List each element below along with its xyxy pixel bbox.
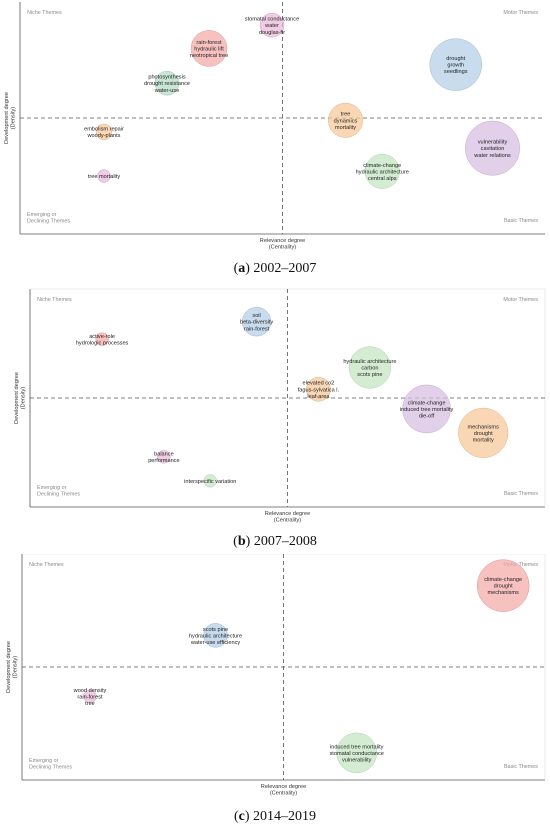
theme-bubble	[328, 102, 363, 138]
theme-bubble	[465, 120, 520, 176]
quadrant-label-top-right: Motor Themes	[503, 10, 538, 16]
panel-2014-2019: Niche Themes Motor Themes Emerging or Decli…	[0, 554, 550, 830]
theme-label: photosynthesis drought resistance water-us…	[144, 75, 190, 94]
quadrant-label-bottom-right: Basic Themes	[504, 218, 538, 224]
theme-bubble	[429, 38, 482, 91]
theme-label: rain-forest hydraulic lift neotropical tre…	[190, 40, 229, 59]
theme-label: mechanisms drought mortality	[467, 424, 499, 443]
theme-bubble	[458, 407, 509, 458]
theme-bubble	[259, 12, 285, 38]
quadrant-label-top-left: Niche Themes	[29, 562, 64, 568]
quadrant-label-top-right: Motor Themes	[503, 562, 538, 568]
theme-label: vulnerability cavitation water relations	[473, 140, 511, 159]
quadrant-label-bottom-left: Emerging or Declining Themes	[27, 212, 70, 225]
y-axis-subtitle: (Density)	[13, 656, 19, 679]
theme-label: soil beta-diversity rain-forest	[240, 313, 273, 332]
figure-caption: (b) 2007–2008	[233, 534, 317, 549]
x-axis-subtitle: (Centrality)	[270, 791, 297, 797]
quadrant-label-top-left: Niche Themes	[37, 297, 72, 303]
theme-bubble	[190, 30, 228, 67]
theme-label: elevated co2 fagus-sylvatica l. leaf-area	[298, 381, 340, 400]
quadrant-label-top-right: Motor Themes	[503, 297, 538, 303]
theme-label: embolism repair woody-plants	[84, 127, 124, 140]
theme-label: climate-change induced tree mortality die-…	[400, 400, 454, 419]
strategic-diagram-chart: Niche Themes Motor Themes Emerging or Decli…	[14, 288, 546, 549]
panel-2007-2008: Niche Themes Motor Themes Emerging or Decli…	[0, 277, 550, 554]
theme-label: drought growth seedlings	[444, 56, 468, 75]
x-axis-title: Relevance degree	[260, 238, 305, 244]
theme-label: tree dynamics mortality	[334, 112, 358, 131]
theme-bubble	[203, 474, 217, 488]
x-axis-title: Relevance degree	[261, 784, 306, 790]
theme-bubble	[364, 153, 400, 189]
theme-bubble	[476, 559, 530, 612]
quadrant-label-bottom-right: Basic Themes	[504, 491, 538, 497]
theme-bubble	[95, 332, 109, 346]
theme-label: hydraulic architecture carbon scots pine	[343, 359, 396, 378]
quadrant-label-bottom-left: Emerging or Declining Themes	[37, 485, 80, 498]
x-axis-subtitle: (Centrality)	[269, 245, 296, 251]
x-axis-title: Relevance degree	[265, 511, 310, 517]
figure-caption: (a) 2002–2007	[234, 261, 317, 276]
y-axis-subtitle: (Density)	[11, 107, 17, 130]
theme-label: climate-change drought mechanisms	[484, 577, 522, 596]
theme-label: climate-change hydraulic architecture cent…	[356, 163, 409, 182]
quadrant-label-top-left: Niche Themes	[27, 10, 62, 16]
theme-bubble	[306, 377, 331, 402]
theme-bubble	[95, 123, 113, 141]
theme-label: scots pine hydraulic architecture water-us…	[189, 627, 242, 646]
theme-label: active-role hydrologic processes	[76, 334, 129, 347]
y-axis-title: Development degree	[14, 372, 20, 424]
strategic-diagram-chart: Niche Themes Motor Themes Emerging or Decli…	[4, 2, 545, 276]
theme-bubble	[154, 70, 180, 96]
theme-label: interspecific variation	[184, 479, 236, 485]
theme-bubble	[157, 450, 171, 464]
theme-bubble	[203, 623, 228, 648]
theme-bubble	[83, 689, 97, 704]
y-axis-title: Development degree	[4, 92, 10, 144]
theme-bubble	[336, 732, 377, 774]
theme-label: balance performance	[148, 452, 179, 465]
theme-bubble	[348, 346, 391, 389]
y-axis-title: Development degree	[6, 641, 12, 693]
theme-bubble	[97, 169, 111, 183]
x-axis-subtitle: (Centrality)	[274, 518, 301, 524]
theme-label: wood density rain-forest tree	[73, 688, 107, 707]
panel-2002-2007: Niche Themes Motor Themes Emerging or Decli…	[0, 0, 550, 277]
theme-label: induced tree mortality stomatal conductan…	[330, 744, 384, 763]
y-axis-subtitle: (Density)	[21, 387, 27, 410]
figure-caption: (c) 2014–2019	[234, 809, 316, 824]
theme-label: stomatal conductance water douglas-fir	[245, 17, 299, 36]
theme-label: tree mortality	[88, 174, 121, 180]
theme-bubble	[241, 307, 272, 337]
strategic-diagram-chart: Niche Themes Motor Themes Emerging or Decli…	[6, 554, 546, 824]
theme-bubble	[402, 384, 451, 434]
quadrant-label-bottom-left: Emerging or Declining Themes	[29, 758, 72, 771]
quadrant-label-bottom-right: Basic Themes	[504, 764, 538, 770]
